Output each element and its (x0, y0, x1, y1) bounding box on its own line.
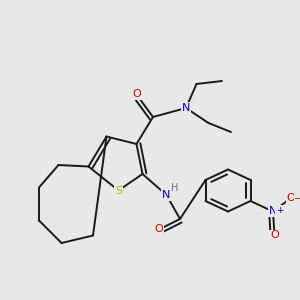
Text: O: O (270, 230, 279, 241)
Text: −: − (294, 194, 300, 204)
Text: +: + (276, 206, 284, 215)
Text: N: N (182, 103, 190, 113)
Text: N: N (162, 190, 171, 200)
Text: S: S (115, 185, 122, 196)
Text: N: N (269, 206, 277, 217)
Text: O: O (154, 224, 164, 235)
Text: O: O (132, 89, 141, 100)
Text: H: H (171, 183, 178, 194)
Text: O: O (286, 193, 296, 203)
